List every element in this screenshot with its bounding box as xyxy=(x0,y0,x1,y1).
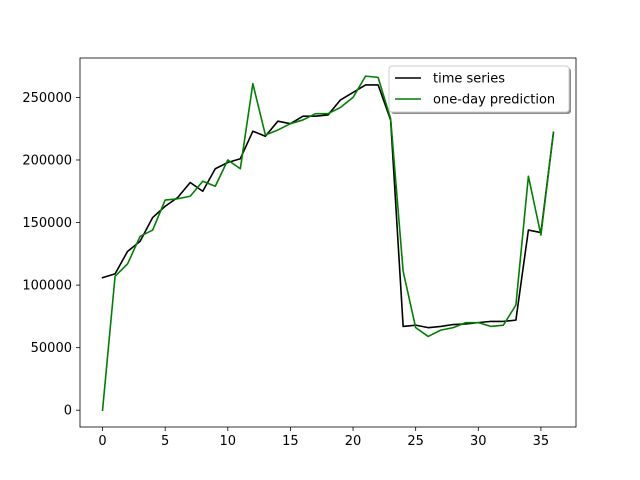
x-tick-label: 25 xyxy=(407,434,424,449)
x-tick-label: 30 xyxy=(470,434,487,449)
x-tick-label: 5 xyxy=(161,434,169,449)
axes-frame xyxy=(79,57,577,428)
series-lines xyxy=(101,75,555,412)
y-tick-label: 200000 xyxy=(22,153,72,168)
x-tick-label: 0 xyxy=(98,434,106,449)
y-tick-label: 100000 xyxy=(22,279,72,294)
legend-label: one-day prediction xyxy=(433,93,555,108)
series-line-time-series xyxy=(101,84,555,329)
y-tick-label: 50000 xyxy=(31,341,72,356)
y-tick-label: 250000 xyxy=(22,91,72,106)
y-tick-label: 0 xyxy=(64,404,72,419)
x-tick-label: 10 xyxy=(220,434,237,449)
legend-box xyxy=(388,65,570,113)
series-line-one-day-prediction xyxy=(101,75,555,412)
x-tick-label: 35 xyxy=(533,434,550,449)
x-tick-label: 15 xyxy=(282,434,299,449)
axes: 0 5 10 15 20 25 30 35 0 50000 100000 150000 200000 25… xyxy=(22,57,577,449)
legend-label: time series xyxy=(433,72,505,87)
legend: time series one-day prediction xyxy=(388,65,571,114)
x-tick-label: 20 xyxy=(345,434,362,449)
y-tick-label: 150000 xyxy=(22,216,72,231)
